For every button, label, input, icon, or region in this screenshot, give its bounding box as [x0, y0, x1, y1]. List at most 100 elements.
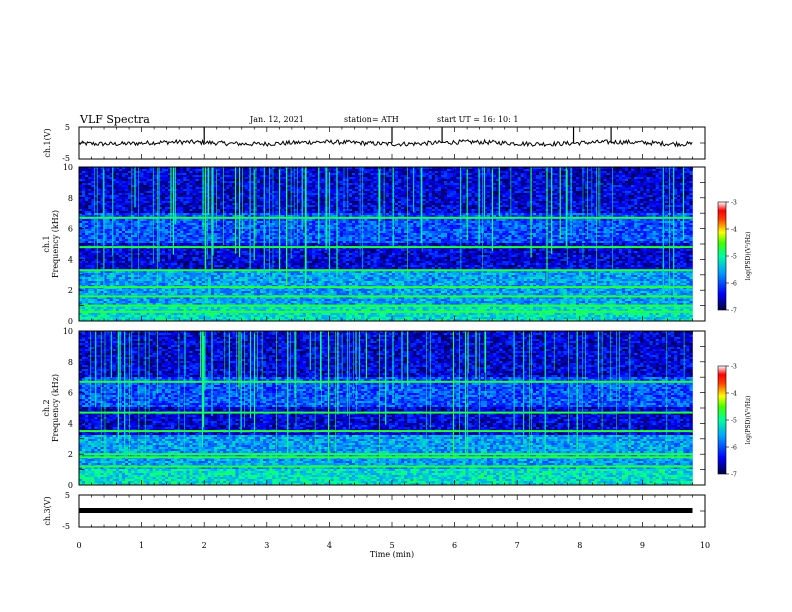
spectrogram-cell: [483, 197, 488, 200]
spectrogram-cell: [600, 177, 604, 180]
spectrogram-cell: [643, 207, 647, 210]
spectrogram-cell: [456, 167, 460, 170]
spectrogram-cell: [339, 213, 344, 216]
spectrogram-cell: [352, 189, 356, 192]
spectrogram-cell: [486, 189, 491, 192]
spectrogram-cell: [643, 203, 647, 206]
spectrogram-cell: [373, 203, 377, 206]
spectrogram-cell: [410, 181, 414, 184]
spectrogram-cell: [453, 211, 457, 214]
spectrogram-cell: [293, 215, 298, 218]
spectrogram-cell: [321, 193, 325, 196]
spectrogram-cell: [250, 201, 255, 204]
spectrogram-cell: [557, 183, 561, 186]
spectrogram-cell: [588, 189, 592, 192]
spectrogram-cell: [256, 177, 261, 180]
spectrogram-cell: [128, 191, 132, 194]
spectrogram-cell: [450, 195, 454, 198]
spectrogram-cell: [348, 187, 353, 190]
spectrogram-cell: [588, 211, 592, 214]
spectrogram-cell: [207, 171, 212, 174]
spectrogram-cell: [161, 167, 166, 170]
spectrogram-cell: [287, 171, 291, 174]
spectrogram-cell: [339, 209, 344, 212]
spectrogram-cell: [453, 197, 457, 200]
spectrogram-cell: [85, 209, 89, 212]
spectrogram-cell: [628, 209, 632, 212]
spectrogram-cell: [339, 191, 344, 194]
spectrogram-cell: [125, 189, 129, 192]
spectrogram-cell: [536, 179, 540, 182]
spectrogram-cell: [229, 177, 233, 180]
spectrogram-cell: [342, 181, 347, 184]
spectrogram-cell: [146, 215, 150, 218]
spectrogram-cell: [425, 197, 429, 200]
spectrogram-cell: [149, 197, 153, 200]
spectrogram-cell: [125, 205, 129, 208]
spectrogram-cell: [250, 205, 255, 208]
spectrogram-cell: [585, 187, 589, 190]
spectrogram-cell: [410, 179, 414, 182]
spectrogram-cell: [253, 171, 258, 174]
spectrogram-cell: [591, 175, 595, 178]
spectrogram-cell: [520, 171, 525, 174]
spectrogram-cell: [241, 173, 245, 176]
spectrogram-cell: [664, 171, 669, 174]
spectrogram-cell: [532, 201, 537, 204]
spectrogram-cell: [652, 171, 656, 174]
spectrogram-cell: [97, 187, 101, 190]
spectrogram-cell: [226, 167, 230, 170]
spectrogram-cell: [520, 207, 525, 210]
spectrogram-cell: [649, 191, 653, 194]
spectrogram-cell: [680, 203, 684, 206]
spectrogram-cell: [367, 189, 371, 192]
spectrogram-cell: [631, 171, 635, 174]
spectrogram-cell: [615, 211, 620, 214]
spectrogram-cell: [137, 197, 141, 200]
spectrogram-cell: [272, 183, 276, 186]
spectrogram-cell: [526, 171, 531, 174]
spectrogram-cell: [514, 171, 518, 174]
spectrogram-cell: [321, 179, 325, 182]
spectrogram-cell: [416, 195, 420, 198]
spectrogram-cell: [330, 199, 334, 202]
spectrogram-cell: [471, 175, 475, 178]
spectrogram-cell: [440, 181, 445, 184]
spectrogram-cell: [339, 197, 344, 200]
spectrogram-cell: [290, 173, 295, 176]
spectrogram-cell: [398, 199, 402, 202]
spectrogram-cell: [606, 187, 610, 190]
spectrogram-cell: [428, 179, 433, 182]
spectrogram-cell: [582, 181, 586, 184]
spectrogram-cell: [103, 179, 107, 182]
spectrogram-cell: [361, 209, 365, 212]
spectrogram-cell: [483, 171, 488, 174]
spectrogram-cell: [333, 179, 337, 182]
spectrogram-cell: [376, 195, 380, 198]
spectrogram-cell: [631, 191, 635, 194]
spectrogram-cell: [266, 197, 270, 200]
spectrogram-cell: [649, 199, 653, 202]
spectrogram-cell: [266, 201, 270, 204]
spectrogram-cell: [235, 211, 239, 214]
spectrogram-cell: [560, 209, 564, 212]
spectrogram-cell: [364, 189, 368, 192]
spectrogram-cell: [566, 211, 571, 214]
spectrogram-cell: [385, 177, 390, 180]
spectrogram-cell: [158, 177, 163, 180]
spectrogram-cell: [213, 185, 218, 188]
spectrogram-cell: [266, 207, 270, 210]
spectrogram-cell: [450, 191, 454, 194]
spectrogram-cell: [121, 191, 126, 194]
spectrogram-cell: [658, 181, 663, 184]
spectrogram-cell: [462, 191, 466, 194]
spectrogram-cell: [355, 189, 359, 192]
spectrogram-cell: [680, 193, 684, 196]
spectrogram-cell: [112, 199, 117, 202]
spectrogram-cell: [621, 183, 626, 186]
spectrogram-cell: [621, 201, 626, 204]
spectrogram-cell: [655, 177, 660, 180]
spectrogram-cell: [149, 201, 153, 204]
spectrogram-cell: [428, 211, 433, 214]
spectrogram-cell: [355, 195, 359, 198]
